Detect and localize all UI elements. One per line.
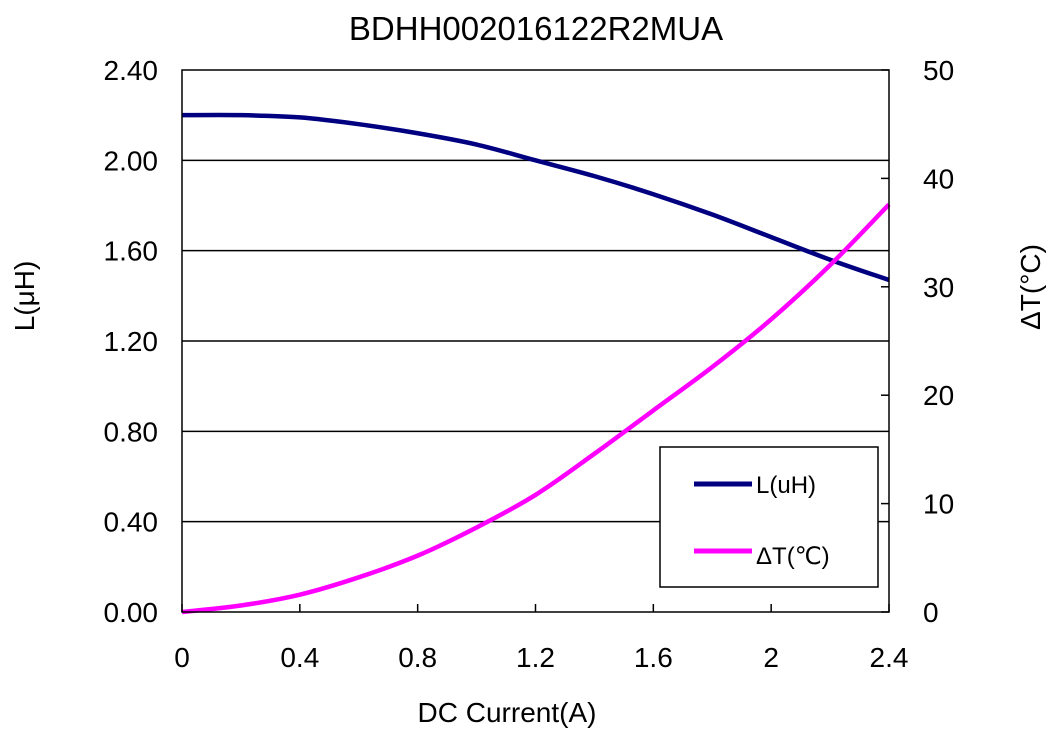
x-tick-label: 0 <box>174 642 190 673</box>
y-tick-label: 1.60 <box>104 236 159 267</box>
legend-label-inductance: L(uH) <box>756 472 816 499</box>
y2-tick-label: 0 <box>923 597 939 628</box>
x-axis-label: DC Current(A) <box>418 697 597 728</box>
x-tick-label: 0.4 <box>280 642 319 673</box>
temperature-rise-curve <box>181 202 891 615</box>
series-layer <box>181 112 891 615</box>
legend: L(uH) ΔT(℃) <box>659 446 879 588</box>
y2-tick-label: 20 <box>923 380 954 411</box>
x-tick-label: 2.4 <box>870 642 909 673</box>
tick-layer: 0.000.400.801.201.602.002.40010203040500… <box>104 55 955 673</box>
x-tick-label: 1.2 <box>516 642 555 673</box>
y-tick-label: 1.20 <box>104 326 159 357</box>
y-tick-label: 0.40 <box>104 507 159 538</box>
x-tick-label: 2 <box>763 642 779 673</box>
y-tick-label: 2.00 <box>104 145 159 176</box>
y-tick-label: 2.40 <box>104 55 159 86</box>
y2-tick-label: 40 <box>923 163 954 194</box>
x-tick-label: 1.6 <box>634 642 673 673</box>
inductance-curve <box>181 112 890 283</box>
chart-title: BDHH002016122R2MUA <box>349 10 723 47</box>
legend-box <box>659 446 879 588</box>
y2-tick-label: 50 <box>923 55 954 86</box>
y-axis-label: L(μH) <box>9 261 40 332</box>
legend-label-temperature: ΔT(℃) <box>756 543 830 570</box>
y2-axis-label: ΔT(°C) <box>1015 244 1046 330</box>
y-tick-label: 0.80 <box>104 416 159 447</box>
y2-tick-label: 10 <box>923 489 954 520</box>
y-tick-label: 0.00 <box>104 597 159 628</box>
x-tick-label: 0.8 <box>398 642 437 673</box>
y2-tick-label: 30 <box>923 272 954 303</box>
